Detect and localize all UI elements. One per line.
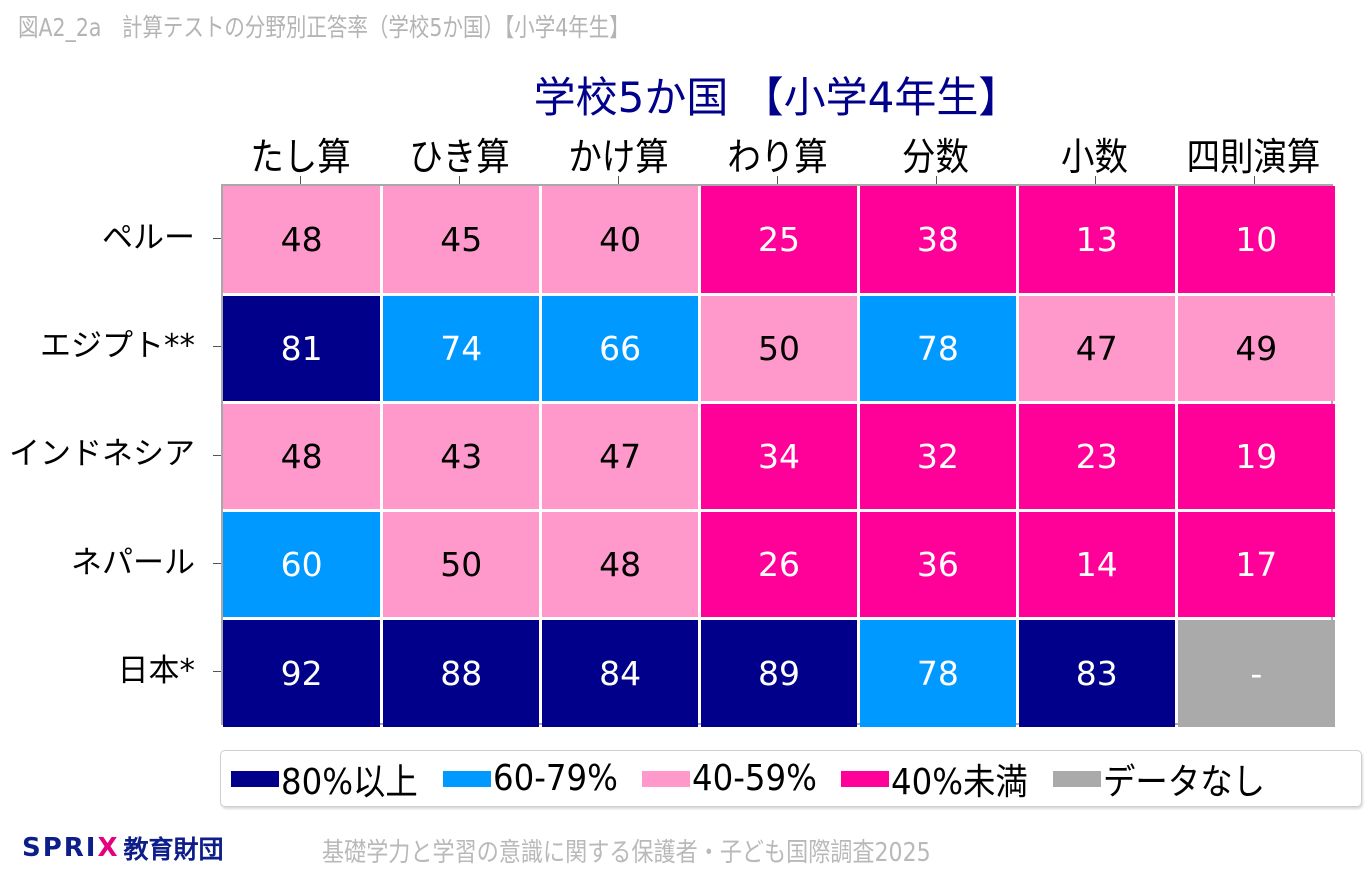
legend-item: データなし [1052,753,1283,805]
column-tick [618,176,620,184]
row-tick [213,562,221,564]
heatmap-cell: 23 [1018,403,1175,510]
heatmap-cell: 66 [542,295,699,401]
heatmap-cell: 38 [859,186,1016,293]
heatmap-cell: 84 [542,620,699,727]
legend-item: 40-59% [641,758,831,799]
column-tick [1094,176,1096,184]
heatmap-cell: 47 [542,403,699,510]
heatmap-cell: 60 [223,512,381,618]
figure-caption: 図A2_2a 計算テストの分野別正答率（学校5か国）【小学4年生】 [18,13,630,42]
row-label: エジプト** [40,328,195,365]
legend-label: データなし [1102,761,1265,803]
legend-label: 80%以上 [281,761,418,803]
column-header: かけ算 [568,135,669,179]
heatmap-cell: 48 [223,403,381,510]
column-tick [777,176,778,184]
heatmap-cell: 50 [701,295,857,401]
heatmap-cell: - [1177,620,1335,727]
row-label: ネパール [71,544,195,581]
heatmap-cell: 78 [859,620,1016,727]
heatmap-cell: 89 [701,620,857,727]
source-note: 基礎学力と学習の意識に関する保護者・子ども国際調査2025 [322,838,931,868]
row-tick [213,454,221,456]
row-label: インドネシア [9,436,195,473]
heatmap-cell: 32 [859,403,1016,510]
column-tick [459,176,461,184]
column-header: たし算 [250,135,351,179]
legend: 80%以上 60-79% 40-59% 40%未満 データなし [220,750,1362,807]
column-header: ひき算 [409,135,510,179]
heatmap-cell: 48 [542,512,699,618]
heatmap-cell: 36 [859,512,1016,618]
legend-swatch-icon [231,770,279,787]
legend-item: 60-79% [443,758,632,799]
heatmap-cell: 26 [701,512,857,618]
heatmap-cell: 74 [383,295,540,401]
heatmap-cell: 34 [701,403,857,510]
heatmap-cell: 83 [1018,620,1175,727]
heatmap-cell: 92 [223,620,381,727]
legend-label: 40-59% [691,758,817,799]
column-tick [935,176,937,184]
row-tick [213,346,221,348]
row-label: 日本* [117,652,196,689]
column-tick [1253,176,1255,184]
logo-brand-x: X [97,833,120,863]
column-headers: たし算 ひき算 かけ算 わり算 分数 小数 四則演算 [221,126,1333,179]
heatmap-cell: 43 [383,403,540,510]
logo-org: 教育財団 [123,835,224,864]
legend-swatch-icon [1052,770,1101,787]
heatmap-cell: 40 [542,186,699,293]
heatmap-cell: 47 [1018,295,1175,401]
column-header: 四則演算 [1186,135,1321,179]
heatmap-grid: 48 45 40 25 38 13 10 81 74 66 50 78 47 49 48 43 47 34 32 23… [221,184,1335,727]
heatmap-cell: 78 [859,295,1016,401]
row-label: ペルー [102,220,195,256]
column-header: 小数 [1061,135,1129,179]
heatmap-cell: 19 [1177,403,1335,510]
legend-swatch-icon [443,770,492,787]
legend-label: 40%未満 [890,761,1028,803]
row-tick [213,670,221,672]
legend-swatch-icon [641,770,690,787]
heatmap-cell: 17 [1177,512,1335,618]
heatmap-cell: 49 [1177,295,1335,401]
logo-brand: SPRIX [22,833,120,863]
column-header: わり算 [726,135,828,179]
column-header: 分数 [902,135,970,179]
sprix-logo: SPRIX 教育財団 [22,830,224,866]
legend-item: 80%以上 [231,753,433,805]
heatmap-cell: 13 [1018,186,1175,293]
heatmap-cell: 14 [1018,512,1175,618]
heatmap-cell: 81 [223,295,381,401]
legend-swatch-icon [840,770,889,787]
heatmap-cell: 88 [383,620,540,727]
heatmap-cell: 45 [383,186,540,293]
chart-title: 学校5か国 【小学4年生】 [533,73,1021,122]
heatmap-cell: 10 [1177,186,1335,293]
legend-label: 60-79% [493,758,618,799]
heatmap-cell: 50 [383,512,540,618]
heatmap-cell: 25 [701,186,857,293]
row-tick [213,238,221,240]
legend-item: 40%未満 [840,753,1043,805]
heatmap-cell: 48 [223,186,381,293]
column-tick [300,176,302,184]
logo-brand-text: SPRI [22,833,98,863]
